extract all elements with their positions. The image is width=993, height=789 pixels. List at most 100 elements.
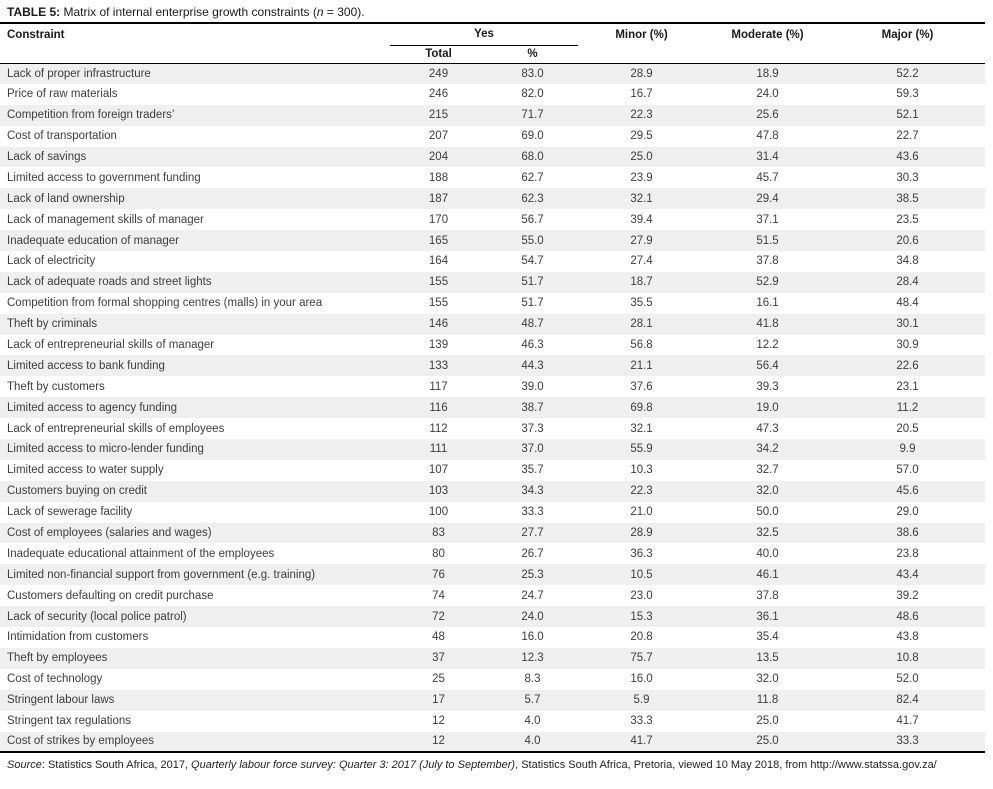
- cell-total: 215: [428, 109, 449, 122]
- cell-major: 33.3: [896, 735, 919, 748]
- cell-major: 43.6: [896, 151, 919, 163]
- table-header: Constraint Yes Minor (%) Moderate (%) Ma…: [0, 24, 986, 64]
- cell-pct: 5.7: [524, 694, 541, 707]
- cell-minor: 23.0: [630, 589, 653, 602]
- cell-moderate: 11.8: [756, 694, 779, 707]
- cell-minor: 15.3: [630, 610, 653, 623]
- cell-total: 74: [432, 589, 445, 602]
- table-row: Limited access to micro-lender funding 11…: [0, 439, 986, 460]
- table-row: Customers buying on credit 103 34.3 22.3 32.…: [0, 480, 986, 502]
- cell-minor: 20.8: [630, 631, 653, 644]
- column-header-yes: Yes: [390, 24, 579, 46]
- cell-major: 43.8: [896, 631, 919, 644]
- cell-total: 12: [432, 715, 445, 728]
- cell-pct: 24.7: [521, 589, 544, 602]
- cell-minor: 10.3: [630, 464, 653, 477]
- cell-moderate: 36.1: [756, 610, 779, 623]
- table-row: Lack of security (local police patrol) 72…: [0, 606, 986, 628]
- table-row: Limited non-financial support from gover…: [0, 564, 986, 586]
- cell-minor: 56.8: [630, 339, 653, 352]
- cell-moderate: 50.0: [756, 506, 779, 519]
- table-row: Lack of electricity 164 54.7 27.4 37.8 34.8: [0, 251, 985, 272]
- cell-pct: 62.3: [521, 192, 544, 205]
- cell-minor: 37.6: [630, 380, 653, 393]
- cell-moderate: 32.7: [756, 464, 779, 477]
- cell-constraint: Theft by customers: [7, 380, 105, 393]
- cell-major: 30.3: [896, 171, 919, 184]
- source-note: Source: Statistics South Africa, 2017, Q…: [0, 753, 985, 772]
- cell-major: 38.6: [896, 527, 919, 540]
- cell-constraint: Competition from foreign traders’: [7, 109, 175, 122]
- cell-pct: 27.7: [521, 527, 544, 540]
- document-page: TABLE 5: Matrix of internal enterprise g…: [0, 5, 986, 772]
- cell-major: 10.8: [896, 652, 919, 665]
- table-row: Limited access to bank funding 133 44.3 21.…: [0, 355, 986, 377]
- table-row: Stringent tax regulations 12 4.0 33.3 25.0 41…: [0, 711, 985, 732]
- cell-pct: 8.3: [524, 673, 541, 686]
- cell-minor: 32.1: [630, 192, 653, 205]
- cell-major: 23.1: [896, 380, 919, 393]
- cell-total: 76: [432, 568, 445, 581]
- cell-total: 117: [429, 380, 448, 393]
- cell-moderate: 19.0: [756, 401, 779, 414]
- cell-major: 52.1: [896, 109, 919, 122]
- cell-moderate: 56.4: [756, 359, 779, 372]
- cell-constraint: Lack of adequate roads and street lights: [7, 276, 212, 289]
- cell-moderate: 52.9: [756, 276, 779, 289]
- cell-moderate: 37.8: [756, 589, 779, 602]
- cell-constraint: Lack of land ownership: [7, 192, 125, 205]
- cell-minor: 36.3: [630, 547, 653, 560]
- cell-constraint: Limited access to micro-lender funding: [7, 443, 204, 456]
- cell-constraint: Theft by criminals: [7, 318, 98, 331]
- cell-constraint: Customers buying on credit: [7, 485, 147, 498]
- cell-minor: 21.0: [630, 506, 653, 519]
- cell-moderate: 41.8: [756, 318, 779, 331]
- cell-major: 20.6: [896, 234, 919, 247]
- cell-major: 39.2: [896, 589, 919, 602]
- cell-pct: 56.7: [521, 213, 544, 226]
- cell-pct: 33.3: [521, 506, 544, 519]
- table-row: Customers defaulting on credit purchase 7…: [0, 585, 985, 606]
- table-row: Price of raw materials 246 82.0 16.7 24.0 59.…: [0, 84, 985, 105]
- cell-minor: 27.4: [630, 255, 653, 268]
- cell-constraint: Stringent tax regulations: [7, 715, 132, 728]
- cell-total: 133: [428, 359, 449, 372]
- cell-total: 12: [432, 735, 445, 748]
- column-header-constraint: Constraint: [0, 24, 390, 64]
- cell-pct: 39.0: [521, 380, 544, 393]
- cell-moderate: 47.3: [756, 422, 779, 435]
- cell-moderate: 16.1: [756, 297, 779, 310]
- cell-constraint: Limited access to government funding: [7, 171, 201, 184]
- cell-pct: 46.3: [521, 339, 544, 352]
- cell-total: 103: [428, 485, 449, 498]
- cell-moderate: 12.2: [756, 339, 779, 352]
- source-publication-title: Quarterly labour force survey: Quarter 3…: [191, 759, 516, 772]
- cell-total: 83: [432, 527, 445, 540]
- cell-pct: 48.7: [521, 318, 544, 331]
- cell-total: 72: [432, 610, 445, 623]
- table-row: Theft by criminals 146 48.7 28.1 41.8 30.1: [0, 313, 986, 335]
- cell-moderate: 18.9: [756, 67, 779, 80]
- cell-total: 80: [432, 547, 445, 560]
- cell-pct: 71.7: [521, 109, 544, 122]
- cell-moderate: 37.8: [756, 255, 779, 268]
- cell-minor: 16.7: [630, 88, 653, 101]
- cell-major: 9.9: [899, 443, 916, 456]
- cell-moderate: 25.0: [756, 715, 779, 728]
- table-body: Lack of proper infrastructure 249 83.0 28.9…: [0, 63, 986, 753]
- cell-constraint: Lack of entrepreneurial skills of manage…: [7, 339, 215, 352]
- cell-pct: 16.0: [521, 631, 544, 644]
- cell-moderate: 29.4: [756, 192, 779, 205]
- cell-total: 246: [428, 88, 449, 101]
- cell-minor: 21.1: [630, 359, 653, 372]
- source-text-2: , Statistics South Africa, Pretoria, vie…: [515, 759, 937, 772]
- cell-major: 52.0: [896, 673, 919, 686]
- cell-constraint: Theft by employees: [7, 652, 108, 665]
- cell-minor: 25.0: [630, 151, 653, 163]
- cell-constraint: Customers defaulting on credit purchase: [7, 589, 214, 602]
- cell-constraint: Lack of entrepreneurial skills of employ…: [7, 422, 225, 435]
- cell-minor: 23.9: [630, 171, 653, 184]
- table-row: Lack of sewerage facility 100 33.3 21.0 50.0…: [0, 502, 985, 523]
- cell-constraint: Lack of electricity: [7, 255, 96, 268]
- cell-total: 116: [429, 401, 448, 414]
